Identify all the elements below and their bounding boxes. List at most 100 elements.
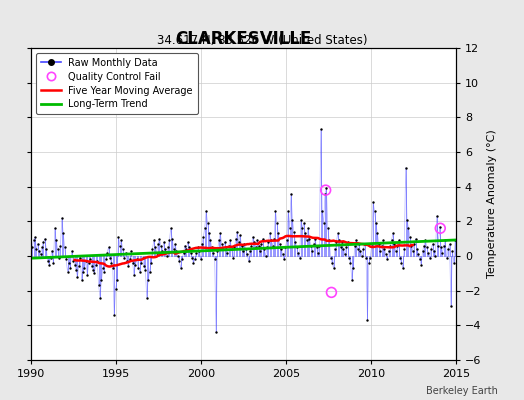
Point [261, 253, 270, 259]
Point [304, 225, 312, 232]
Point [46, 254, 54, 261]
Point [199, 234, 208, 240]
Point [450, 260, 458, 266]
Point [407, 242, 416, 249]
Point [152, 249, 161, 256]
Point [102, 256, 110, 263]
Point [187, 249, 195, 256]
Point [332, 239, 341, 245]
Point [296, 254, 304, 261]
Point [136, 268, 144, 275]
Point [427, 246, 435, 252]
Point [433, 213, 441, 219]
Point [239, 248, 247, 254]
Point [235, 239, 243, 245]
Point [312, 244, 321, 250]
Point [205, 230, 213, 237]
Point [192, 249, 201, 256]
Point [237, 242, 246, 249]
Point [250, 239, 258, 245]
Legend: Raw Monthly Data, Quality Control Fail, Five Year Moving Average, Long-Term Tren: Raw Monthly Data, Quality Control Fail, … [36, 53, 198, 114]
Point [143, 294, 151, 301]
Point [179, 249, 188, 256]
Point [96, 294, 104, 301]
Point [445, 241, 454, 247]
Point [178, 256, 187, 263]
Point [65, 260, 73, 266]
Point [341, 251, 349, 258]
Point [271, 208, 280, 214]
Point [420, 242, 428, 249]
Point [352, 237, 361, 244]
Point [419, 248, 427, 254]
Point [435, 223, 444, 230]
Point [370, 208, 379, 214]
Point [397, 260, 406, 266]
Point [93, 258, 102, 264]
Point [401, 164, 410, 171]
Point [49, 260, 58, 266]
Point [326, 254, 335, 261]
Point [396, 254, 404, 261]
Point [141, 267, 149, 273]
Point [84, 260, 93, 266]
Point [100, 268, 108, 275]
Point [385, 248, 393, 254]
Point [301, 230, 309, 237]
Point [155, 236, 163, 242]
Point [151, 244, 159, 250]
Point [203, 220, 212, 226]
Point [113, 277, 121, 284]
Point [390, 241, 399, 247]
Point [280, 256, 288, 263]
Point [37, 251, 45, 258]
Point [72, 267, 80, 273]
Point [195, 248, 203, 254]
Point [444, 246, 452, 252]
Point [349, 265, 357, 271]
Point [230, 244, 238, 250]
Point [315, 242, 323, 249]
Point [376, 248, 385, 254]
Point [264, 239, 272, 245]
Point [324, 225, 332, 232]
Point [434, 242, 442, 249]
Point [74, 263, 83, 270]
Point [282, 237, 291, 244]
Point [263, 244, 271, 250]
Point [164, 244, 172, 250]
Point [236, 232, 244, 238]
Point [191, 256, 199, 263]
Point [103, 249, 111, 256]
Point [256, 248, 264, 254]
Point [331, 246, 339, 252]
Point [243, 251, 252, 258]
Point [126, 256, 134, 263]
Point [372, 220, 380, 226]
Point [124, 263, 133, 270]
Point [291, 239, 300, 245]
Point [123, 258, 131, 264]
Point [348, 277, 356, 284]
Point [430, 248, 438, 254]
Point [369, 199, 377, 206]
Point [298, 225, 307, 232]
Point [311, 236, 319, 242]
Point [451, 237, 460, 244]
Point [406, 234, 414, 240]
Point [318, 208, 326, 214]
Point [314, 249, 322, 256]
Point [416, 256, 424, 263]
Y-axis label: Temperature Anomaly (°C): Temperature Anomaly (°C) [487, 130, 497, 278]
Point [51, 225, 59, 232]
Point [225, 242, 233, 249]
Point [316, 126, 325, 133]
Point [270, 236, 278, 242]
Point [89, 267, 97, 273]
Point [290, 228, 298, 235]
Point [281, 244, 290, 250]
Point [272, 220, 281, 226]
Point [213, 248, 222, 254]
Point [140, 263, 148, 270]
Point [387, 237, 396, 244]
